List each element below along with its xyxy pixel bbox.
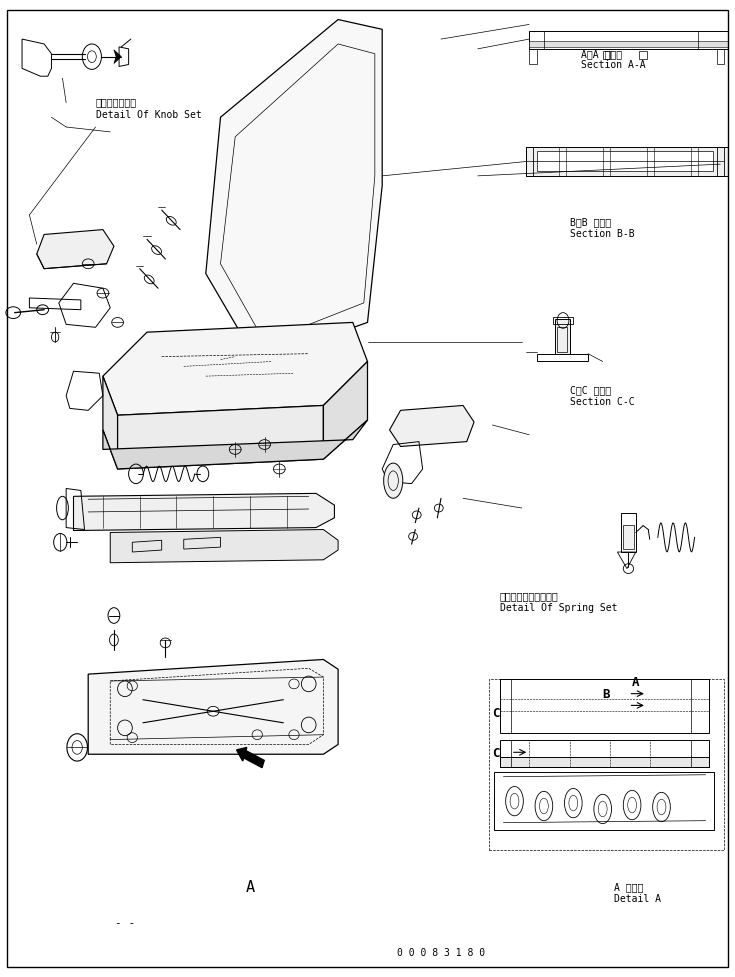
Ellipse shape [207, 706, 219, 716]
Text: スプリング取付部詳細: スプリング取付部詳細 [500, 591, 559, 601]
Text: - -: - - [115, 918, 135, 928]
Bar [717, 147, 724, 176]
Bar [621, 513, 636, 552]
Text: A: A [632, 676, 639, 689]
Bar [639, 51, 647, 59]
Text: A: A [245, 879, 254, 895]
Text: ノブ取付部詳細: ノブ取付部詳細 [96, 98, 137, 107]
Bar [526, 147, 533, 176]
Text: Detail A: Detail A [614, 894, 661, 904]
Polygon shape [206, 20, 382, 361]
Bar [717, 49, 724, 64]
Bar [555, 319, 570, 354]
Polygon shape [88, 659, 338, 754]
Text: Section C-C: Section C-C [570, 397, 634, 406]
Polygon shape [110, 530, 338, 563]
Bar [529, 31, 728, 49]
Text: 0 0 0 8 3 1 8 0: 0 0 0 8 3 1 8 0 [397, 948, 485, 957]
FancyArrow shape [237, 747, 264, 768]
Text: A－A 断　面: A－A 断 面 [581, 49, 622, 59]
Text: C: C [492, 707, 500, 720]
Bar [603, 147, 610, 176]
Polygon shape [103, 322, 368, 415]
Text: B: B [603, 688, 610, 701]
Bar [500, 679, 709, 733]
Polygon shape [37, 230, 114, 269]
Text: Detail Of Knob Set: Detail Of Knob Set [96, 110, 201, 120]
Bar [623, 525, 634, 549]
Bar [526, 147, 728, 176]
Text: A 詳　細: A 詳 細 [614, 882, 643, 892]
Text: B－B 断　面: B－B 断 面 [570, 217, 611, 227]
Bar [557, 327, 567, 352]
Bar [691, 147, 698, 176]
Bar [559, 147, 566, 176]
Polygon shape [118, 405, 323, 469]
Bar [529, 49, 537, 64]
Bar [603, 51, 610, 59]
Polygon shape [114, 50, 121, 64]
Bar [553, 317, 573, 324]
Polygon shape [323, 361, 368, 459]
Bar [489, 679, 724, 850]
Bar [500, 757, 709, 767]
Polygon shape [103, 420, 368, 469]
Polygon shape [103, 376, 118, 469]
Text: C: C [492, 747, 500, 760]
Polygon shape [390, 405, 474, 446]
Bar [537, 354, 588, 361]
Text: Detail Of Spring Set: Detail Of Spring Set [500, 603, 617, 613]
Bar [647, 147, 654, 176]
Polygon shape [74, 493, 334, 531]
Bar [529, 41, 728, 47]
Bar [537, 151, 713, 171]
Text: C－C 断　面: C－C 断 面 [570, 385, 611, 395]
Ellipse shape [384, 463, 403, 498]
Bar [500, 740, 709, 767]
Text: Section B-B: Section B-B [570, 229, 634, 238]
Bar [494, 772, 714, 830]
Text: Section A-A: Section A-A [581, 61, 645, 70]
